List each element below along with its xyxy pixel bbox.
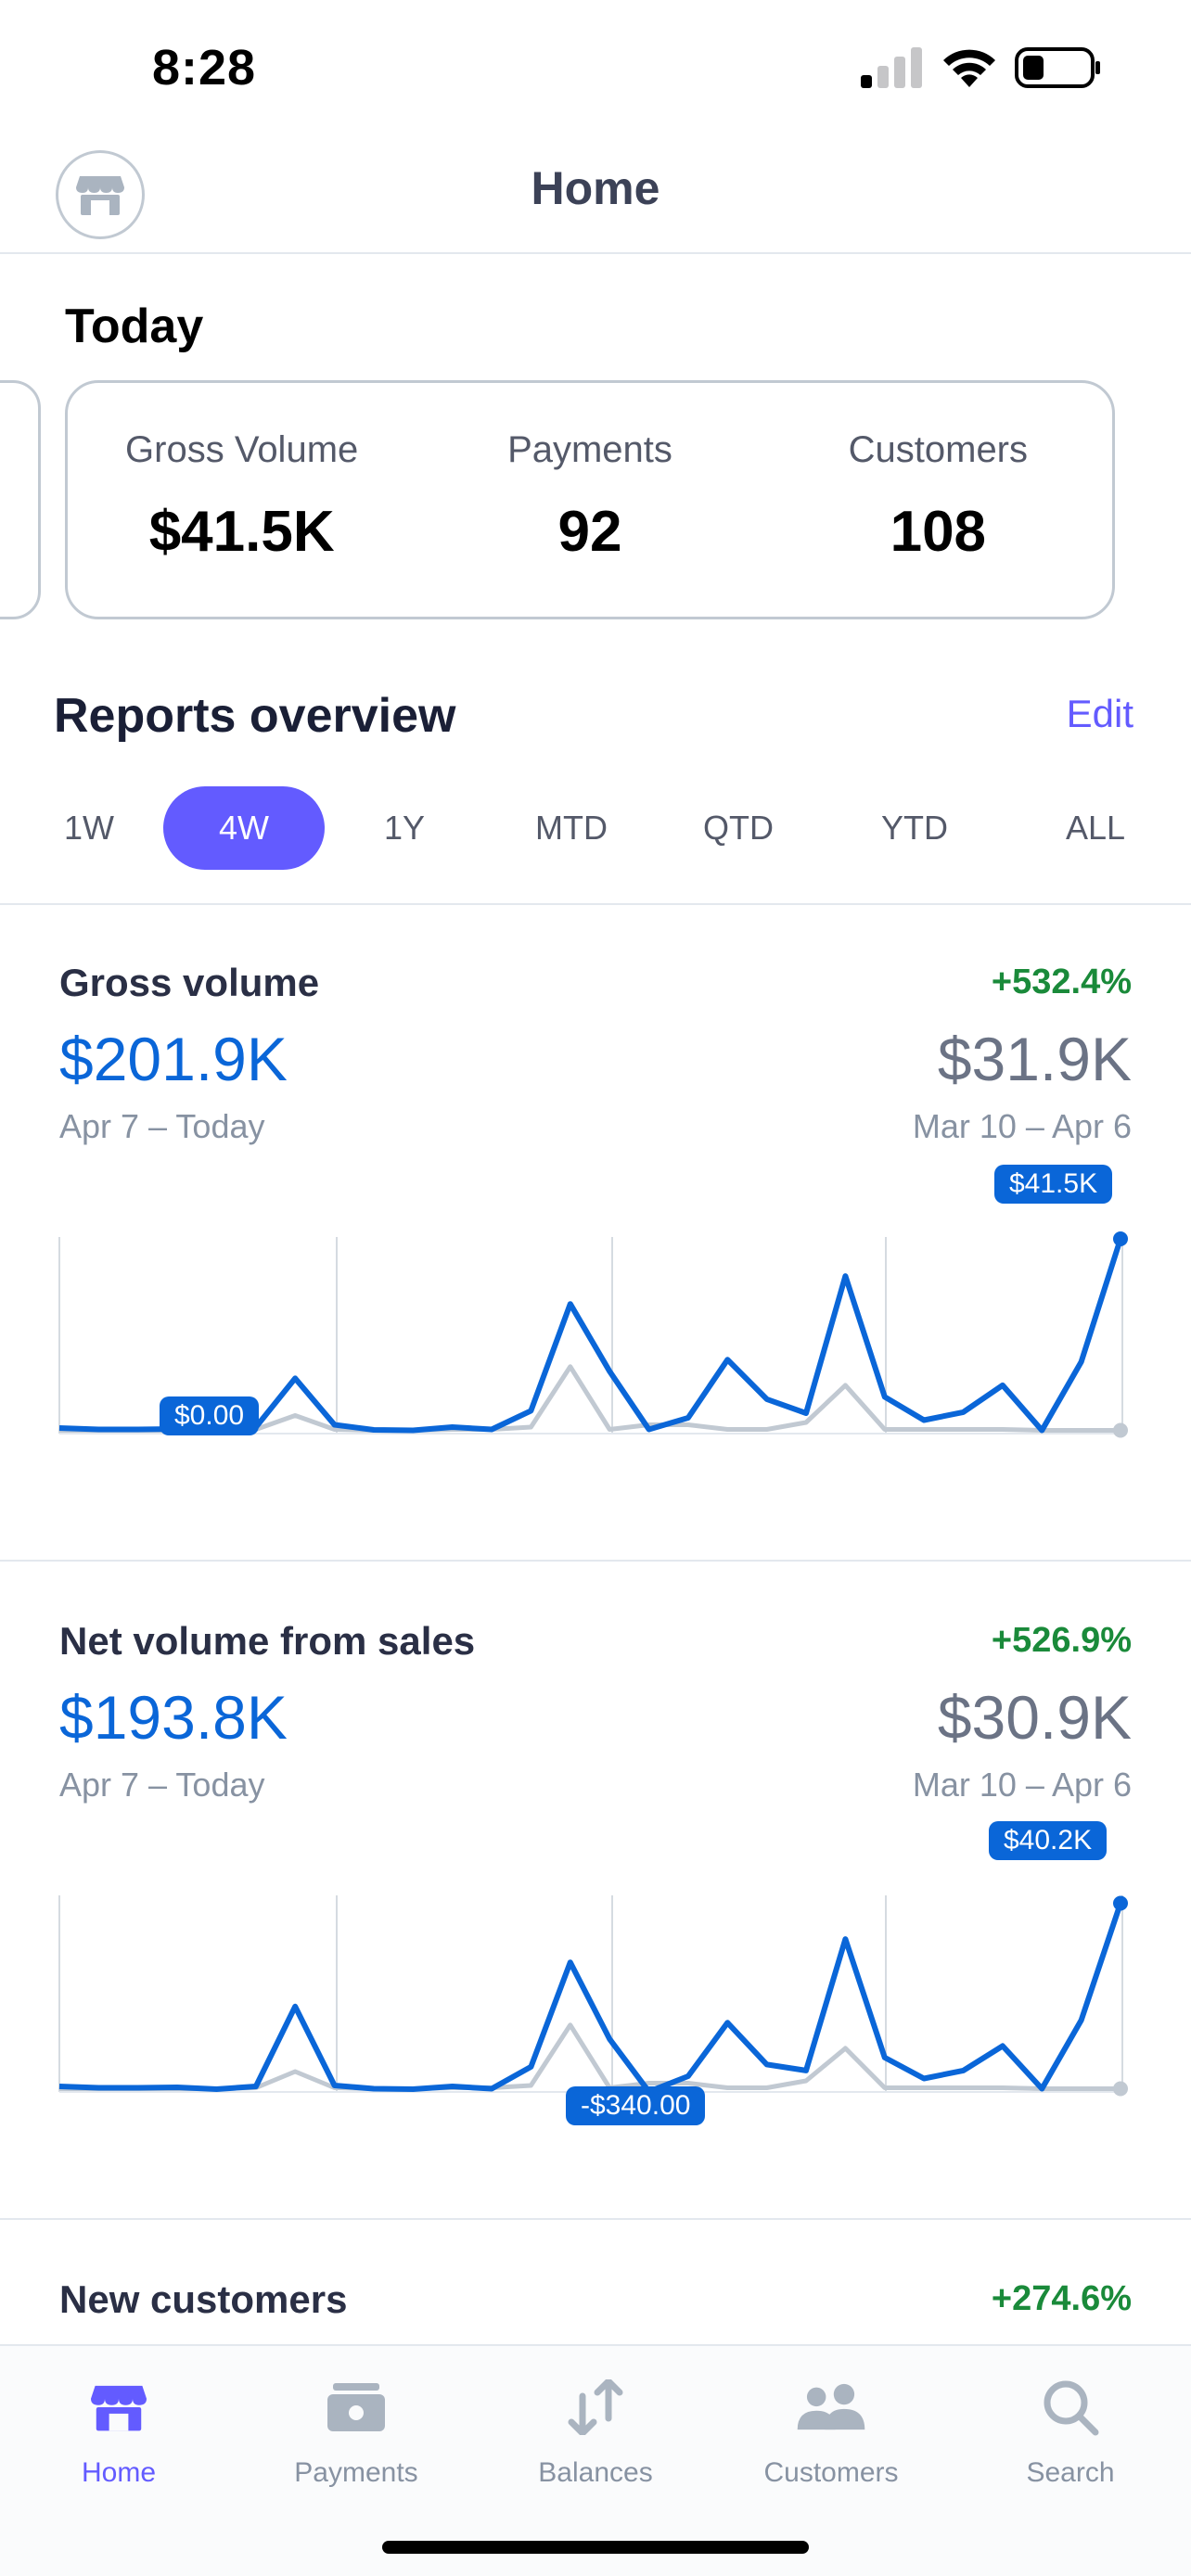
metric-previous-value: $30.9K	[937, 1683, 1132, 1752]
tab-bar: Home Payments Balances	[0, 2344, 1191, 2576]
metric-label: Customers	[848, 429, 1029, 470]
range-1y[interactable]: 1Y	[383, 809, 426, 847]
store-button[interactable]	[56, 150, 145, 239]
current-period-line	[58, 1902, 1123, 2095]
signal-icon	[861, 47, 922, 88]
status-time: 8:28	[152, 40, 257, 96]
tab-label: Customers	[763, 2457, 899, 2488]
tab-label: Search	[1026, 2457, 1115, 2488]
metric-value: $41.5K	[148, 500, 335, 564]
metric-previous-period: Mar 10 – Apr 6	[912, 1107, 1132, 1145]
range-all[interactable]: ALL	[1065, 809, 1126, 847]
header: Home	[0, 139, 1191, 254]
metric-title: Gross volume	[59, 961, 320, 1004]
metric-change: +532.4%	[991, 963, 1132, 1001]
chart-min-badge: $0.00	[160, 1396, 260, 1435]
chart-max-badge: $41.5K	[994, 1165, 1113, 1204]
wallet-icon	[319, 2370, 393, 2444]
home-indicator	[382, 2541, 809, 2554]
tab-label: Payments	[294, 2457, 418, 2488]
tab-label: Home	[81, 2457, 157, 2488]
metric-period: Apr 7 – Today	[59, 1766, 265, 1804]
new-customers-section[interactable]: New customers +274.6%	[0, 2277, 1191, 2344]
current-end-point	[1113, 1231, 1128, 1246]
tab-balances[interactable]: Balances	[493, 2370, 698, 2489]
metric-previous-value: $31.9K	[937, 1025, 1132, 1093]
status-bar: 8:28	[0, 0, 1191, 139]
chart-min-badge: -$340.00	[566, 2086, 706, 2125]
metric-value: 92	[557, 500, 622, 564]
metric-change: +526.9%	[991, 1621, 1132, 1660]
tab-home[interactable]: Home	[17, 2370, 221, 2489]
range-selector: 1W 4W 1Y MTD QTD YTD ALL	[33, 786, 1184, 870]
net-volume-chart-svg	[58, 1895, 1128, 2097]
today-card[interactable]: Gross Volume $41.5K Payments 92 Customer…	[65, 380, 1115, 619]
metric-label: Gross Volume	[125, 429, 359, 470]
today-title: Today	[65, 300, 204, 353]
page-title: Home	[531, 162, 660, 214]
net-volume-chart: -$340.00 $40.2K	[0, 1821, 1191, 2125]
gross-volume-chart: $0.00 $41.5K	[0, 1163, 1191, 1460]
store-icon	[82, 2370, 156, 2444]
metric-value: $201.9K	[59, 1025, 288, 1093]
previous-end-point	[1113, 1422, 1128, 1438]
metric-title: New customers	[59, 2277, 348, 2321]
metric-change: +274.6%	[991, 2279, 1132, 2318]
tab-search[interactable]: Search	[968, 2370, 1172, 2489]
range-4w[interactable]: 4W	[163, 786, 325, 870]
wifi-icon	[943, 49, 995, 87]
today-metric-customers: Customers 108	[764, 383, 1112, 617]
tab-label: Balances	[538, 2457, 653, 2488]
reports-overview-title: Reports overview	[54, 689, 456, 743]
transfer-arrows-icon	[558, 2370, 633, 2444]
chart-max-badge: $40.2K	[989, 1821, 1108, 1860]
range-qtd[interactable]: QTD	[703, 809, 774, 847]
battery-icon	[1015, 47, 1100, 88]
range-1w[interactable]: 1W	[64, 809, 114, 847]
divider	[0, 1560, 1191, 1562]
metric-value: $193.8K	[59, 1683, 288, 1752]
previous-period-line	[59, 2022, 1121, 2091]
metric-title: Net volume from sales	[59, 1619, 476, 1663]
range-ytd[interactable]: YTD	[881, 809, 948, 847]
tab-customers[interactable]: Customers	[729, 2370, 933, 2489]
gross-volume-section[interactable]: Gross volume +532.4% $201.9K $31.9K Apr …	[0, 961, 1191, 1517]
today-metric-gross-volume: Gross Volume $41.5K	[68, 383, 416, 617]
status-icons	[861, 46, 1102, 89]
metric-previous-period: Mar 10 – Apr 6	[912, 1766, 1132, 1804]
metric-value: 108	[890, 500, 987, 564]
metric-label: Payments	[507, 429, 672, 470]
range-mtd[interactable]: MTD	[535, 809, 608, 847]
tab-payments[interactable]: Payments	[254, 2370, 458, 2489]
today-card-previous[interactable]	[0, 380, 41, 619]
search-icon	[1033, 2370, 1108, 2444]
edit-button[interactable]: Edit	[1066, 692, 1133, 735]
today-metric-payments: Payments 92	[416, 383, 763, 617]
previous-end-point	[1113, 2081, 1128, 2097]
store-icon	[76, 176, 124, 215]
divider	[0, 903, 1191, 905]
divider	[0, 2218, 1191, 2220]
people-icon	[794, 2370, 868, 2444]
net-volume-section[interactable]: Net volume from sales +526.9% $193.8K $3…	[0, 1619, 1191, 2175]
metric-period: Apr 7 – Today	[59, 1107, 265, 1145]
current-end-point	[1113, 1895, 1128, 1911]
